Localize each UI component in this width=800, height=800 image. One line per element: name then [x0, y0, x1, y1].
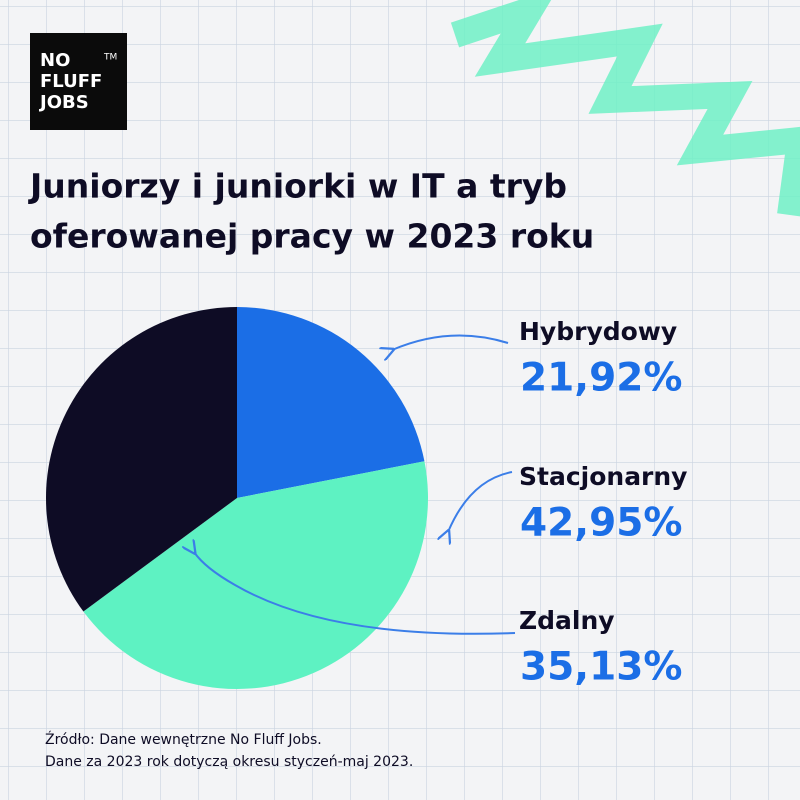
- decoration: [450, 0, 800, 217]
- pie-slice: [46, 307, 238, 612]
- category-label: Zdalny: [519, 606, 615, 635]
- logo-text: FLUFF: [40, 71, 102, 92]
- logo-text: NO: [40, 50, 70, 71]
- title-line: Juniorzy i juniorki w IT a tryb: [28, 167, 567, 206]
- value-label: 21,92%: [520, 356, 682, 401]
- logo-box: [30, 33, 127, 130]
- logo-text: JOBS: [38, 92, 89, 113]
- source-note: Źródło: Dane wewnętrzne No Fluff Jobs.: [45, 730, 322, 748]
- source-note: Dane za 2023 rok dotyczą okresu styczeń-…: [45, 754, 413, 770]
- title-line: oferowanej pracy w 2023 roku: [30, 217, 594, 256]
- logo-tm: TM: [103, 53, 117, 63]
- value-label: 42,95%: [520, 501, 682, 546]
- category-label: Hybrydowy: [519, 317, 677, 346]
- arrow: [194, 552, 516, 635]
- value-label: 35,13%: [520, 645, 682, 690]
- category-label: Stacjonarny: [519, 462, 687, 491]
- arrow: [448, 471, 513, 532]
- pie-slice: [83, 461, 429, 689]
- pie-slice: [237, 307, 425, 498]
- arrow: [392, 334, 509, 350]
